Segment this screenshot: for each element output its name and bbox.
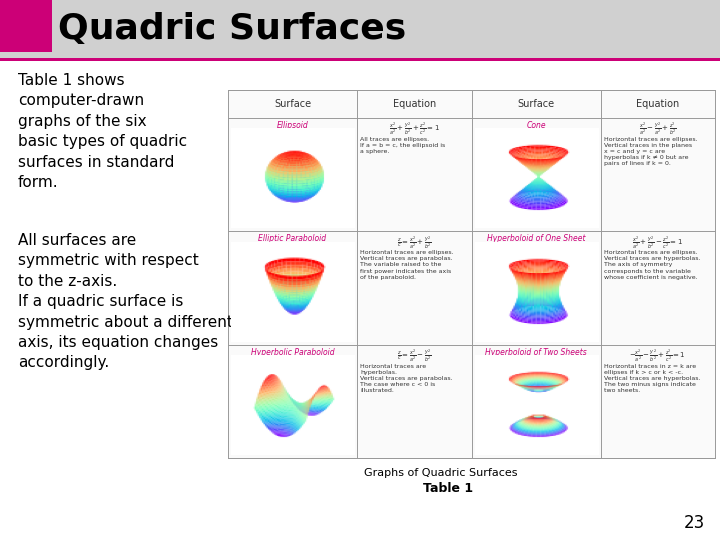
Text: Surface: Surface [518, 99, 554, 109]
Text: Horizontal traces are ellipses.
Vertical traces are parabolas.
The variable rais: Horizontal traces are ellipses. Vertical… [360, 250, 454, 280]
Text: Hyperbolic Paraboloid: Hyperbolic Paraboloid [251, 348, 334, 356]
Text: $\frac{x^2}{a^2}+\frac{y^2}{b^2}+\frac{z^2}{c^2}=1$: $\frac{x^2}{a^2}+\frac{y^2}{b^2}+\frac{z… [389, 120, 440, 137]
Text: Equation: Equation [392, 99, 436, 109]
Text: Elliptic Paraboloid: Elliptic Paraboloid [258, 234, 327, 243]
Bar [0, 0, 720, 58]
Text: Ellipsoid: Ellipsoid [276, 120, 308, 130]
Text: $\frac{z}{c}=\frac{x^2}{a^2}-\frac{y^2}{b^2}$: $\frac{z}{c}=\frac{x^2}{a^2}-\frac{y^2}{… [397, 348, 432, 364]
Text: 23: 23 [684, 514, 705, 532]
Text: Horizontal traces are ellipses.
Vertical traces in the planes
x = c and y = c ar: Horizontal traces are ellipses. Vertical… [603, 137, 697, 166]
Text: Hyperboloid of One Sheet: Hyperboloid of One Sheet [487, 234, 585, 243]
Text: Cone: Cone [526, 120, 546, 130]
Text: Horizontal traces in z = k are
ellipses if k > c or k < -c.
Vertical traces are : Horizontal traces in z = k are ellipses … [603, 363, 700, 393]
Text: Hyperboloid of Two Sheets: Hyperboloid of Two Sheets [485, 348, 587, 356]
Text: $-\frac{x^2}{a^2}-\frac{y^2}{b^2}+\frac{z^2}{c^2}=1$: $-\frac{x^2}{a^2}-\frac{y^2}{b^2}+\frac{… [629, 348, 686, 364]
Text: $\frac{x^2}{a^2}-\frac{y^2}{a^2}+\frac{z^2}{b^2}$: $\frac{x^2}{a^2}-\frac{y^2}{a^2}+\frac{z… [639, 120, 677, 137]
Text: $\frac{x^2}{a^2}+\frac{y^2}{b^2}-\frac{z^2}{c^2}=1$: $\frac{x^2}{a^2}+\frac{y^2}{b^2}-\frac{z… [632, 234, 683, 251]
Text: All traces are ellipses.
If a = b = c, the ellipsoid is
a sphere.: All traces are ellipses. If a = b = c, t… [360, 137, 445, 154]
Text: Horizontal traces are ellipses.
Vertical traces are hyperbolas.
The axis of symm: Horizontal traces are ellipses. Vertical… [603, 250, 700, 280]
Text: Table 1 shows
computer-drawn
graphs of the six
basic types of quadric
surfaces i: Table 1 shows computer-drawn graphs of t… [18, 73, 187, 190]
Text: $\frac{z}{c}=\frac{x^2}{a^2}+\frac{y^2}{b^2}$: $\frac{z}{c}=\frac{x^2}{a^2}+\frac{y^2}{… [397, 234, 432, 251]
Bar [228, 90, 715, 458]
Bar [0, 58, 720, 61]
Text: Table 1: Table 1 [423, 482, 473, 495]
Bar [0, 0, 52, 52]
Text: Surface: Surface [274, 99, 311, 109]
Text: Horizontal traces are
hyperbolas.
Vertical traces are parabolas.
The case where : Horizontal traces are hyperbolas. Vertic… [360, 363, 453, 393]
Text: Equation: Equation [636, 99, 680, 109]
Text: Quadric Surfaces: Quadric Surfaces [58, 12, 406, 46]
Text: Graphs of Quadric Surfaces: Graphs of Quadric Surfaces [364, 468, 518, 478]
Text: All surfaces are
symmetric with respect
to the z-axis.
If a quadric surface is
s: All surfaces are symmetric with respect … [18, 233, 233, 370]
